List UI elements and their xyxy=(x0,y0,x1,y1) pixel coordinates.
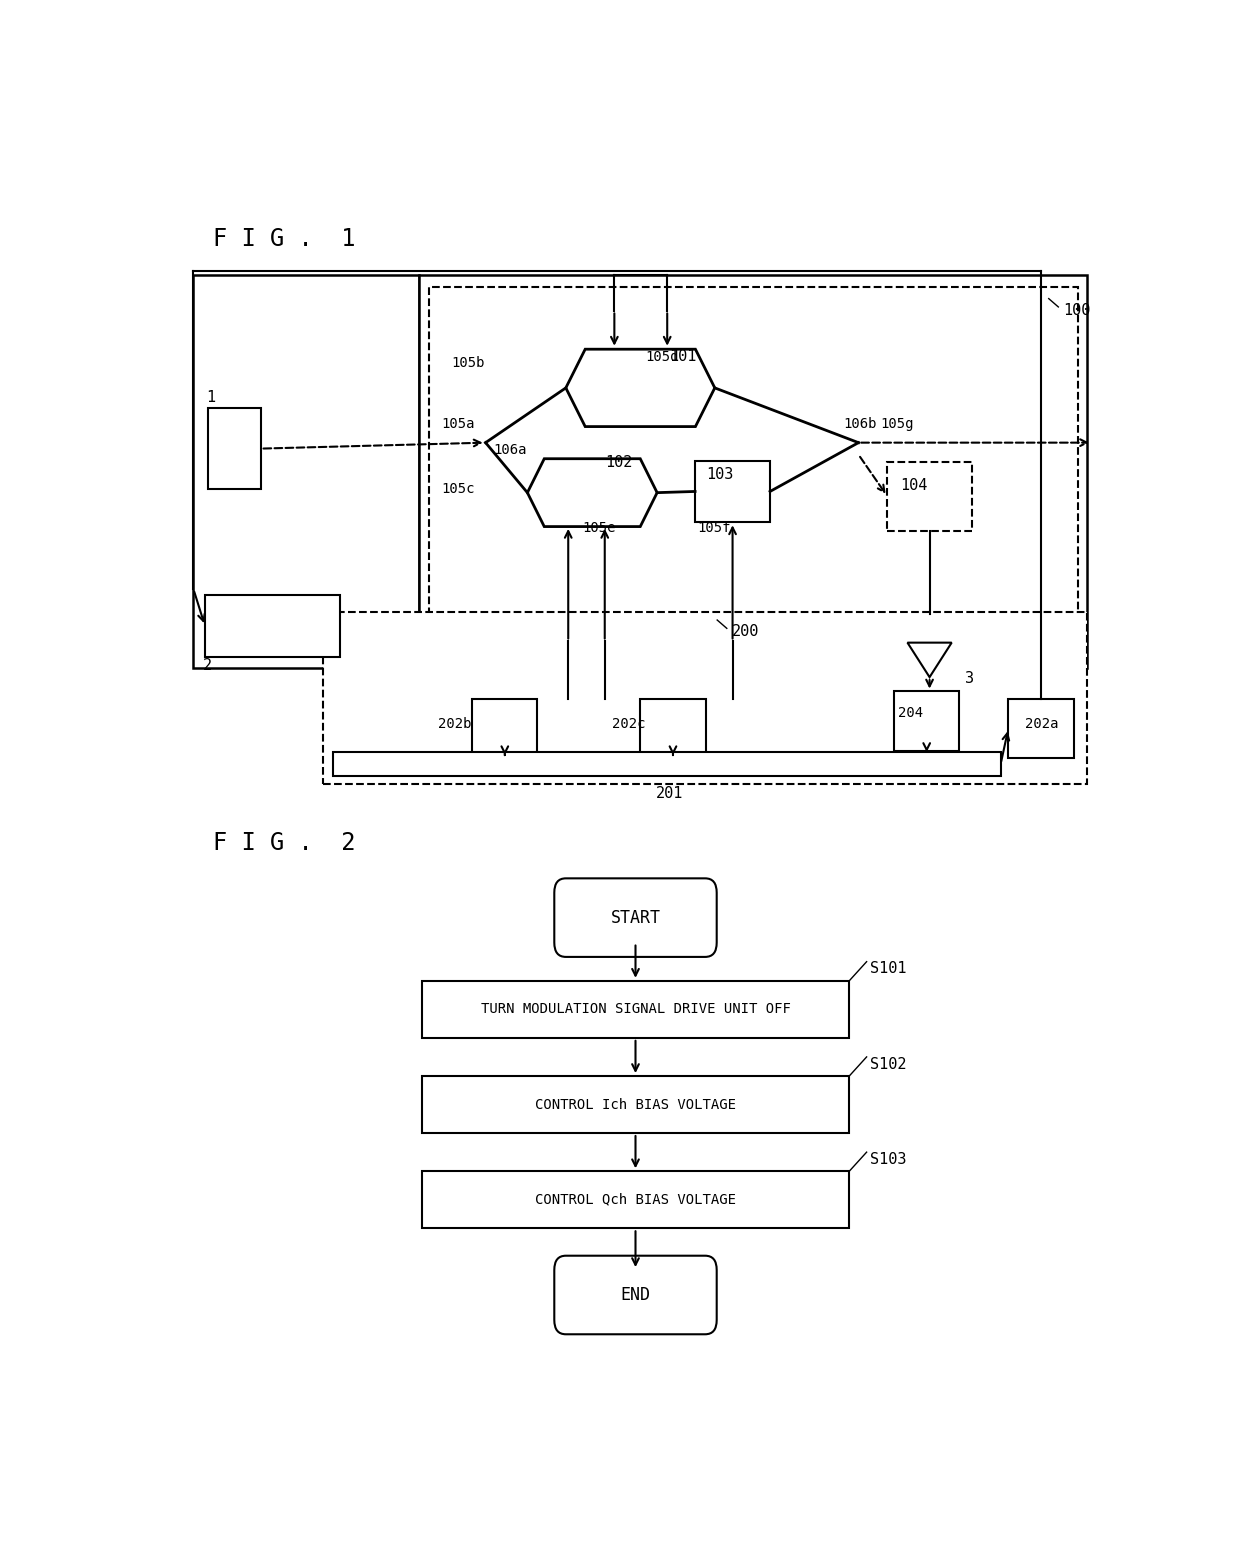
FancyBboxPatch shape xyxy=(888,462,972,530)
FancyBboxPatch shape xyxy=(422,1172,849,1229)
Text: 100: 100 xyxy=(1063,303,1090,318)
Polygon shape xyxy=(565,349,714,427)
FancyBboxPatch shape xyxy=(419,275,1087,668)
Text: START: START xyxy=(610,909,661,926)
FancyBboxPatch shape xyxy=(208,408,260,489)
Text: 2: 2 xyxy=(203,657,212,673)
Text: CONTROL Qch BIAS VOLTAGE: CONTROL Qch BIAS VOLTAGE xyxy=(534,1194,737,1207)
FancyBboxPatch shape xyxy=(332,753,1001,776)
Text: 106b: 106b xyxy=(843,416,877,431)
Text: 105f: 105f xyxy=(697,521,730,535)
Text: 105b: 105b xyxy=(451,356,485,369)
FancyBboxPatch shape xyxy=(1008,699,1074,758)
FancyBboxPatch shape xyxy=(894,691,960,751)
Text: 105a: 105a xyxy=(441,416,475,431)
Text: 105e: 105e xyxy=(583,521,616,535)
Text: 106a: 106a xyxy=(494,442,527,456)
Polygon shape xyxy=(527,459,657,527)
Text: S101: S101 xyxy=(870,962,906,977)
FancyBboxPatch shape xyxy=(193,275,419,668)
FancyBboxPatch shape xyxy=(640,699,706,758)
Text: 101: 101 xyxy=(670,349,697,365)
Text: 105c: 105c xyxy=(441,482,475,496)
FancyBboxPatch shape xyxy=(205,595,340,657)
Text: S103: S103 xyxy=(870,1152,906,1167)
Text: 202a: 202a xyxy=(1024,717,1058,731)
Text: CONTROL Ich BIAS VOLTAGE: CONTROL Ich BIAS VOLTAGE xyxy=(534,1098,737,1112)
Polygon shape xyxy=(908,643,951,677)
Text: TURN MODULATION SIGNAL DRIVE UNIT OFF: TURN MODULATION SIGNAL DRIVE UNIT OFF xyxy=(481,1002,790,1016)
FancyBboxPatch shape xyxy=(696,461,770,523)
FancyBboxPatch shape xyxy=(554,878,717,957)
Text: END: END xyxy=(620,1286,651,1303)
FancyBboxPatch shape xyxy=(324,612,1087,784)
Text: 105g: 105g xyxy=(880,416,914,431)
Text: 202b: 202b xyxy=(439,717,472,731)
FancyBboxPatch shape xyxy=(554,1255,717,1334)
Text: F I G .  2: F I G . 2 xyxy=(213,830,355,855)
FancyBboxPatch shape xyxy=(422,980,849,1037)
FancyBboxPatch shape xyxy=(422,1076,849,1133)
Text: 104: 104 xyxy=(900,478,928,493)
Text: 1: 1 xyxy=(206,390,215,405)
FancyBboxPatch shape xyxy=(472,699,537,758)
Text: 102: 102 xyxy=(605,456,632,470)
Text: 200: 200 xyxy=(732,625,759,640)
Text: 103: 103 xyxy=(707,467,734,482)
FancyBboxPatch shape xyxy=(429,286,1078,656)
Text: F I G .  1: F I G . 1 xyxy=(213,227,355,250)
Text: 201: 201 xyxy=(656,787,683,801)
Text: 202c: 202c xyxy=(613,717,646,731)
Text: 3: 3 xyxy=(965,671,975,686)
Text: S102: S102 xyxy=(870,1056,906,1071)
Text: 204: 204 xyxy=(898,707,923,720)
Text: 105d: 105d xyxy=(645,349,678,363)
